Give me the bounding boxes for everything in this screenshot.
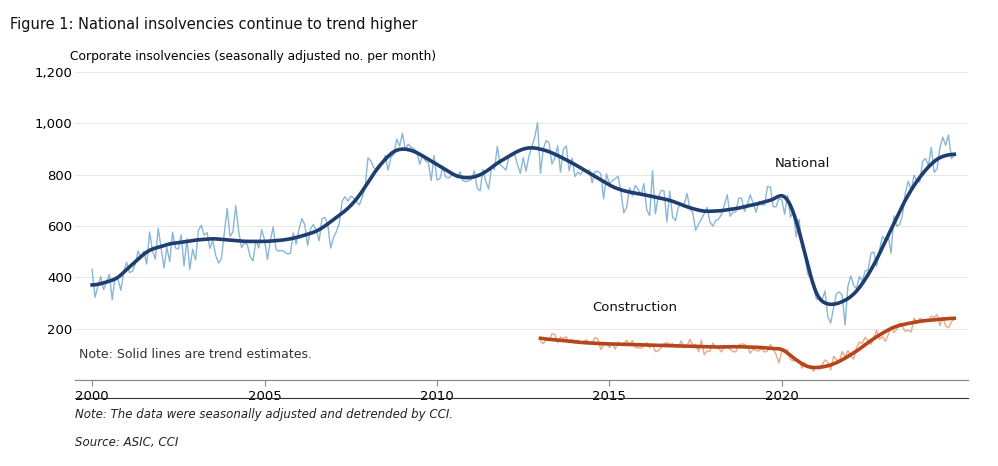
Text: Note: The data were seasonally adjusted and detrended by CCI.: Note: The data were seasonally adjusted … <box>75 408 453 421</box>
Text: National: National <box>774 157 830 170</box>
Text: Construction: Construction <box>592 301 678 314</box>
Text: Source: ASIC, CCI: Source: ASIC, CCI <box>75 436 179 449</box>
Text: Note: Solid lines are trend estimates.: Note: Solid lines are trend estimates. <box>79 349 312 361</box>
Text: Figure 1: National insolvencies continue to trend higher: Figure 1: National insolvencies continue… <box>10 17 417 32</box>
Text: Corporate insolvencies (seasonally adjusted no. per month): Corporate insolvencies (seasonally adjus… <box>71 50 436 63</box>
